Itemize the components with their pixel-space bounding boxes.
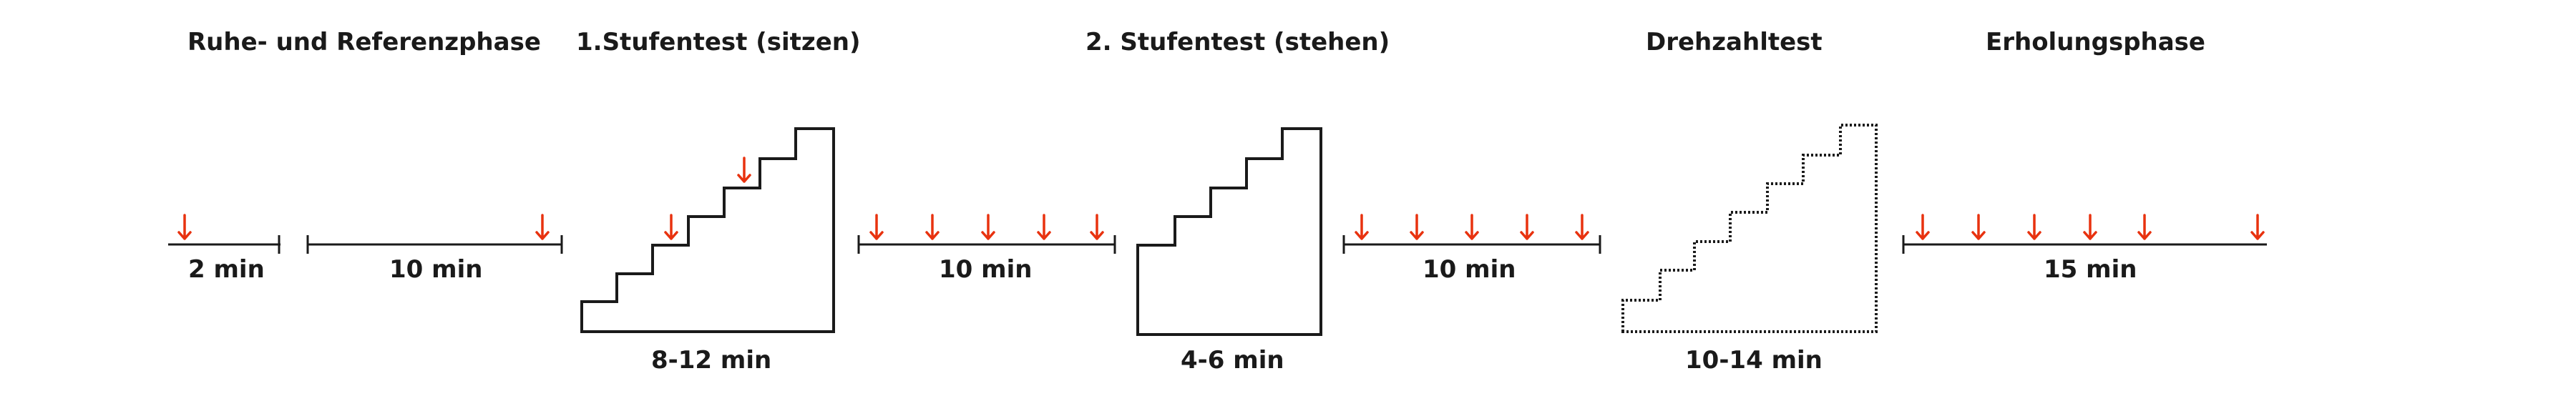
duration-2min: 2 min bbox=[188, 255, 265, 284]
arrow-down-icon bbox=[2250, 214, 2265, 240]
title-rest-phase: Ruhe- und Referenzphase bbox=[187, 28, 541, 56]
title-recovery-phase: Erholungsphase bbox=[1986, 28, 2205, 56]
arrow-down-icon bbox=[1355, 214, 1369, 240]
arrow-down-icon bbox=[737, 157, 751, 183]
title-step-test-standing: 2. Stufentest (stehen) bbox=[1085, 28, 1390, 56]
duration-step-standing: 4-6 min bbox=[1181, 346, 1284, 375]
timeline-15min-recovery bbox=[1902, 235, 2267, 254]
arrow-down-icon bbox=[869, 214, 884, 240]
timeline-10min-pre-rpm bbox=[1342, 235, 1601, 254]
arrow-down-icon bbox=[664, 214, 678, 240]
title-rpm-test: Drehzahltest bbox=[1646, 28, 1823, 56]
arrow-down-icon bbox=[1465, 214, 1479, 240]
step-test-standing-stair bbox=[1136, 127, 1322, 336]
arrow-down-icon bbox=[1037, 214, 1051, 240]
arrow-down-icon bbox=[177, 214, 192, 240]
arrow-down-icon bbox=[2027, 214, 2041, 240]
duration-10min-rest: 10 min bbox=[389, 255, 482, 284]
rpm-test-stair bbox=[1621, 124, 1878, 333]
arrow-down-icon bbox=[2137, 214, 2152, 240]
timeline-10min-rest bbox=[306, 235, 563, 254]
duration-15min-recovery: 15 min bbox=[2044, 255, 2137, 284]
timeline-2min bbox=[168, 235, 280, 254]
arrow-down-icon bbox=[1520, 214, 1534, 240]
arrow-down-icon bbox=[1410, 214, 1424, 240]
arrow-down-icon bbox=[1090, 214, 1104, 240]
arrow-down-icon bbox=[535, 214, 550, 240]
arrow-down-icon bbox=[981, 214, 995, 240]
arrow-down-icon bbox=[1575, 214, 1589, 240]
arrow-down-icon bbox=[2083, 214, 2097, 240]
duration-step-sitting: 8-12 min bbox=[651, 346, 771, 375]
duration-rpm-test: 10-14 min bbox=[1685, 346, 1823, 375]
step-test-sitting-stair bbox=[580, 127, 835, 333]
arrow-down-icon bbox=[925, 214, 940, 240]
duration-10min-mid: 10 min bbox=[939, 255, 1032, 284]
arrow-down-icon bbox=[1971, 214, 1986, 240]
arrow-down-icon bbox=[1916, 214, 1930, 240]
duration-10min-pre-rpm: 10 min bbox=[1423, 255, 1516, 284]
timeline-10min-mid bbox=[857, 235, 1116, 254]
title-step-test-sitting: 1.Stufentest (sitzen) bbox=[576, 28, 861, 56]
